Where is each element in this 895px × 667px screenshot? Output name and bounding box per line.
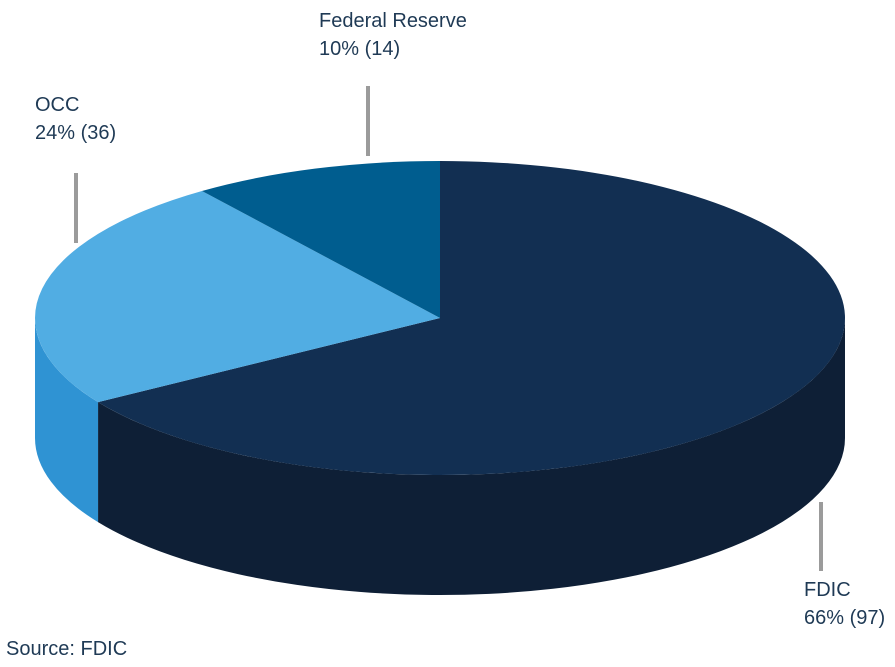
- slice-federal-reserve: [201, 161, 440, 318]
- slice-label-occ: OCC: [35, 94, 79, 116]
- slice-occ: [34, 190, 441, 403]
- slice-value-occ: 24% (36): [35, 122, 116, 144]
- slice-fdic: [98, 161, 846, 476]
- source-note: Source: FDIC: [6, 638, 128, 660]
- pie-slices: [34, 161, 846, 476]
- slice-label-fdic: FDIC: [804, 579, 851, 601]
- slice-value-fdic: 66% (97): [804, 607, 885, 629]
- side-occ: [35, 318, 99, 523]
- slice-labels: FDIC 66% (97) OCC 24% (36) Federal Reserve 10…: [35, 10, 885, 629]
- side-fdic: [98, 318, 846, 596]
- pie-sides: [35, 318, 846, 596]
- slice-label-federal-reserve: Federal Reserve: [319, 10, 467, 32]
- slice-value-federal-reserve: 10% (14): [319, 38, 400, 60]
